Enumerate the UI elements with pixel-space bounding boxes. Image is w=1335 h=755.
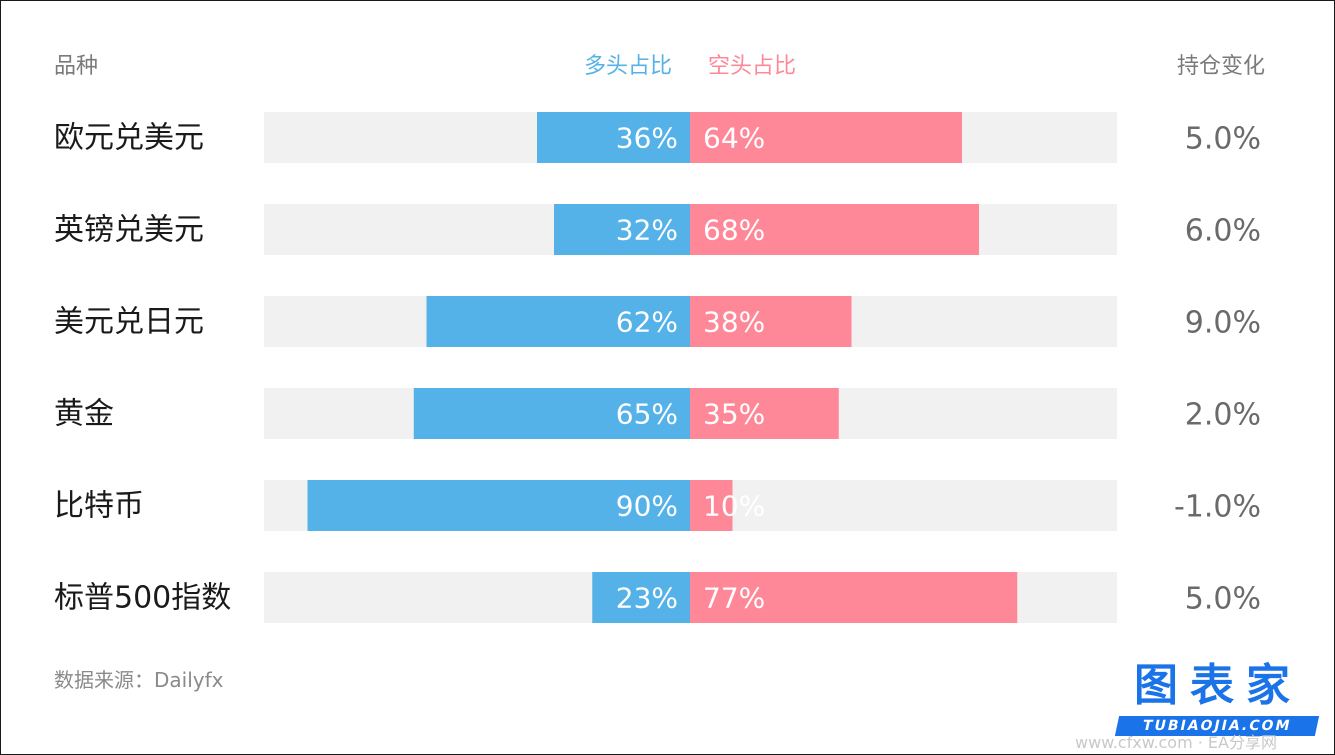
position-change-value: 2.0%	[1185, 398, 1261, 433]
long-share-label: 36%	[616, 122, 678, 155]
position-change-value: 5.0%	[1185, 122, 1261, 157]
short-share-label: 35%	[703, 398, 765, 431]
watermark: www.cfxw.com · EA分享网	[1075, 733, 1277, 752]
short-bar	[690, 480, 733, 531]
long-bar	[537, 112, 690, 163]
brand-logo: 图表家 TUBIAOJIA.COM	[1113, 660, 1323, 740]
long-share-label: 32%	[616, 214, 678, 247]
short-bar	[690, 572, 1018, 623]
short-share-label: 38%	[703, 306, 765, 339]
short-bar	[690, 388, 839, 439]
position-change-value: 6.0%	[1185, 214, 1261, 249]
long-bar	[413, 388, 690, 439]
header-position-change: 持仓变化	[1176, 54, 1265, 79]
short-share-label: 77%	[703, 582, 765, 615]
long-bar	[592, 572, 690, 623]
long-bar	[554, 204, 690, 255]
long-bar	[426, 296, 690, 347]
category-label: 英镑兑美元	[54, 213, 204, 248]
long-share-label: 62%	[616, 306, 678, 339]
category-label: 欧元兑美元	[54, 121, 204, 156]
category-label: 比特币	[54, 489, 144, 524]
short-bar	[690, 112, 962, 163]
data-source-note: 数据来源：Dailyfx	[54, 668, 224, 692]
short-share-label: 64%	[703, 122, 765, 155]
position-change-value: 9.0%	[1185, 306, 1261, 341]
position-change-value: 5.0%	[1185, 582, 1261, 617]
category-label: 美元兑日元	[54, 305, 204, 340]
long-share-label: 90%	[616, 490, 678, 523]
category-label: 标普500指数	[54, 581, 231, 616]
long-bar	[307, 480, 690, 531]
category-label: 黄金	[54, 397, 114, 432]
short-share-label: 68%	[703, 214, 765, 247]
header-long-share: 多头占比	[584, 54, 673, 79]
short-bar	[690, 296, 852, 347]
long-share-label: 23%	[616, 582, 678, 615]
logo-wordmark: 图表家	[1134, 660, 1302, 711]
header-short-share: 空头占比	[708, 54, 797, 79]
header-category: 品种	[54, 54, 99, 79]
position-change-value: -1.0%	[1174, 490, 1261, 525]
short-bar	[690, 204, 979, 255]
long-share-label: 65%	[616, 398, 678, 431]
short-share-label: 10%	[703, 490, 765, 523]
